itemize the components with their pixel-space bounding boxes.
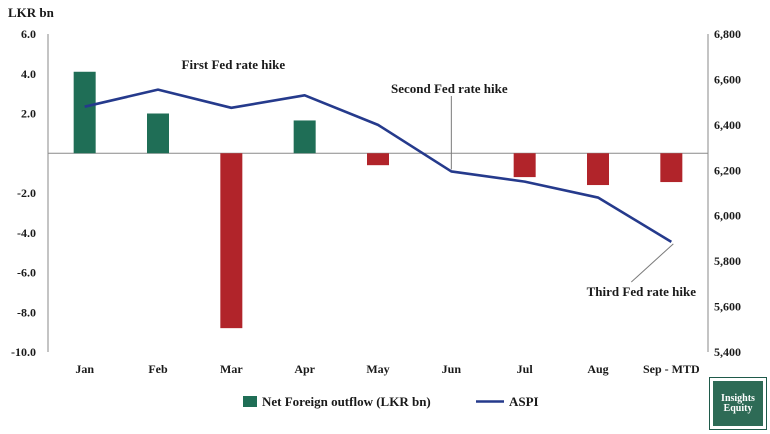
- right-tick-label: 6,200: [714, 163, 741, 177]
- left-tick-label: -8.0: [17, 305, 36, 319]
- bar-jul: [513, 153, 536, 178]
- bar-sep-mtd: [660, 153, 683, 183]
- left-tick-label: -4.0: [17, 226, 36, 240]
- aspi-line: [84, 88, 673, 243]
- left-axis-ticks: 6.0 4.0 2.0 -2.0 -4.0 -6.0 -8.0 -10.0: [11, 27, 36, 359]
- annotation-third-hike: Third Fed rate hike: [587, 284, 697, 299]
- annotation-first-hike: First Fed rate hike: [182, 57, 286, 72]
- x-label: Jan: [75, 362, 94, 376]
- right-tick-label: 6,400: [714, 118, 741, 132]
- x-label: Sep - MTD: [643, 362, 700, 376]
- left-axis-unit: LKR bn: [8, 5, 55, 20]
- left-tick-label: 2.0: [21, 107, 36, 121]
- line-series: [84, 88, 673, 243]
- annotations: First Fed rate hike Second Fed rate hike T…: [182, 57, 697, 299]
- left-tick-label: -2.0: [17, 186, 36, 200]
- logo-line1: Insights: [721, 392, 755, 404]
- axes: [47, 34, 709, 352]
- legend-swatch-bar: [243, 396, 257, 407]
- right-tick-label: 5,400: [714, 345, 741, 359]
- bar-may: [367, 153, 389, 166]
- left-tick-label: 6.0: [21, 27, 36, 41]
- x-axis-labels: Jan Feb Mar Apr May Jun Jul Aug Sep - MTD: [75, 362, 700, 376]
- x-label: Mar: [220, 362, 243, 376]
- annotation-leader-third: [630, 243, 674, 283]
- right-tick-label: 6,800: [714, 27, 741, 41]
- bar-apr: [293, 120, 316, 154]
- x-label: Feb: [148, 362, 168, 376]
- left-tick-label: 4.0: [21, 67, 36, 81]
- x-label: May: [366, 362, 389, 376]
- bar-jan: [73, 71, 96, 154]
- right-tick-label: 6,600: [714, 72, 741, 86]
- bar-feb: [147, 113, 169, 154]
- right-tick-label: 6,000: [714, 209, 741, 223]
- bar-series: [73, 71, 683, 329]
- right-axis-ticks: 6,800 6,600 6,400 6,200 6,000 5,800 5,600 5,400: [714, 27, 741, 359]
- right-tick-label: 5,600: [714, 300, 741, 314]
- right-tick-label: 5,800: [714, 254, 741, 268]
- annotation-second-hike: Second Fed rate hike: [391, 81, 508, 96]
- x-label: Jun: [442, 362, 462, 376]
- legend: Net Foreign outflow (LKR bn) ASPI: [243, 394, 539, 409]
- x-label: Jul: [517, 362, 534, 376]
- left-tick-label: -10.0: [11, 345, 36, 359]
- bar-aug: [587, 153, 609, 186]
- legend-label-bar: Net Foreign outflow (LKR bn): [262, 394, 431, 409]
- left-tick-label: -6.0: [17, 266, 36, 280]
- logo-line2: Equity: [723, 402, 753, 414]
- x-label: Apr: [294, 362, 315, 376]
- x-label: Aug: [587, 362, 608, 376]
- insights-equity-logo: Insights Equity: [709, 377, 767, 430]
- bar-mar: [220, 153, 243, 329]
- legend-label-line: ASPI: [509, 394, 539, 409]
